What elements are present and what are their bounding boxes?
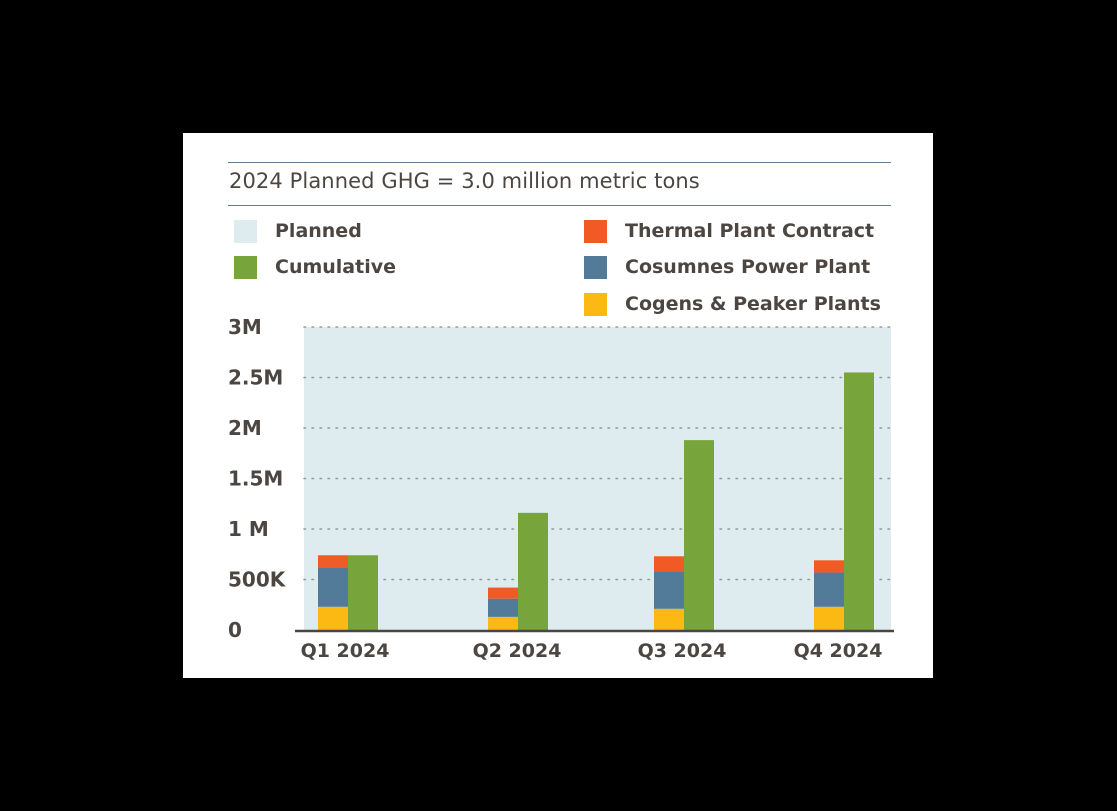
cumulative-bar [348,555,378,630]
legend-item-thermal-plant-contract: Thermal Plant Contract [584,219,874,243]
chart-panel: 2024 Planned GHG = 3.0 million metric to… [183,133,933,678]
cumulative-bar [684,440,714,630]
thermal-contract-bar [488,587,518,599]
legend-label-cogens-peaker-plants: Cogens & Peaker Plants [625,293,881,315]
cumulative-bar [518,512,548,630]
legend-item-cogens-peaker-plants: Cogens & Peaker Plants [584,292,881,316]
cosumnes-bar [654,571,684,609]
cosumnes-bar [318,567,348,607]
legend-swatch-planned [234,219,257,243]
cogens-peaker-bar [814,606,844,630]
legend-label-planned: Planned [275,220,362,242]
legend-swatch-cumulative [234,255,257,279]
title-bottom-rule [228,205,891,206]
legend-label-cumulative: Cumulative [275,256,396,278]
x-category-label: Q4 2024 [794,640,883,662]
cogens-peaker-bar [318,606,348,630]
cosumnes-bar [814,572,844,607]
x-category-label: Q2 2024 [473,640,562,662]
legend-swatch-thermal-plant-contract [584,219,607,243]
cosumnes-bar [488,598,518,617]
legend-swatch-cosumnes-power-plant [584,255,607,279]
y-tick-label: 1.5M [228,467,283,491]
thermal-contract-bar [318,555,348,568]
legend-item-cumulative: Cumulative [234,255,396,279]
cumulative-bar [844,372,874,630]
y-tick-label: 0 [228,618,242,642]
chart-title: 2024 Planned GHG = 3.0 million metric to… [229,169,700,193]
thermal-contract-bar [654,556,684,572]
y-tick-label: 2.5M [228,366,283,390]
cogens-peaker-bar [654,608,684,630]
legend-label-thermal-plant-contract: Thermal Plant Contract [625,220,875,242]
y-tick-label: 500K [228,568,287,592]
title-top-rule [228,162,891,163]
bar-chart: 0 500K 1 M 1.5M 2M 2.5M 3M Q1 2024 Q2 2024 Q3 202… [228,315,896,662]
thermal-contract-bar [814,560,844,573]
x-category-label: Q1 2024 [301,640,390,662]
x-category-label: Q3 2024 [638,640,727,662]
legend-swatch-cogens-peaker-plants [584,292,607,316]
legend-item-cosumnes-power-plant: Cosumnes Power Plant [584,255,870,279]
legend-item-planned: Planned [234,219,362,243]
cogens-peaker-bar [488,616,518,630]
y-tick-label: 1 M [228,517,269,541]
y-tick-label: 2M [228,416,262,440]
y-tick-label: 3M [228,315,262,339]
legend-label-cosumnes-power-plant: Cosumnes Power Plant [625,256,871,278]
